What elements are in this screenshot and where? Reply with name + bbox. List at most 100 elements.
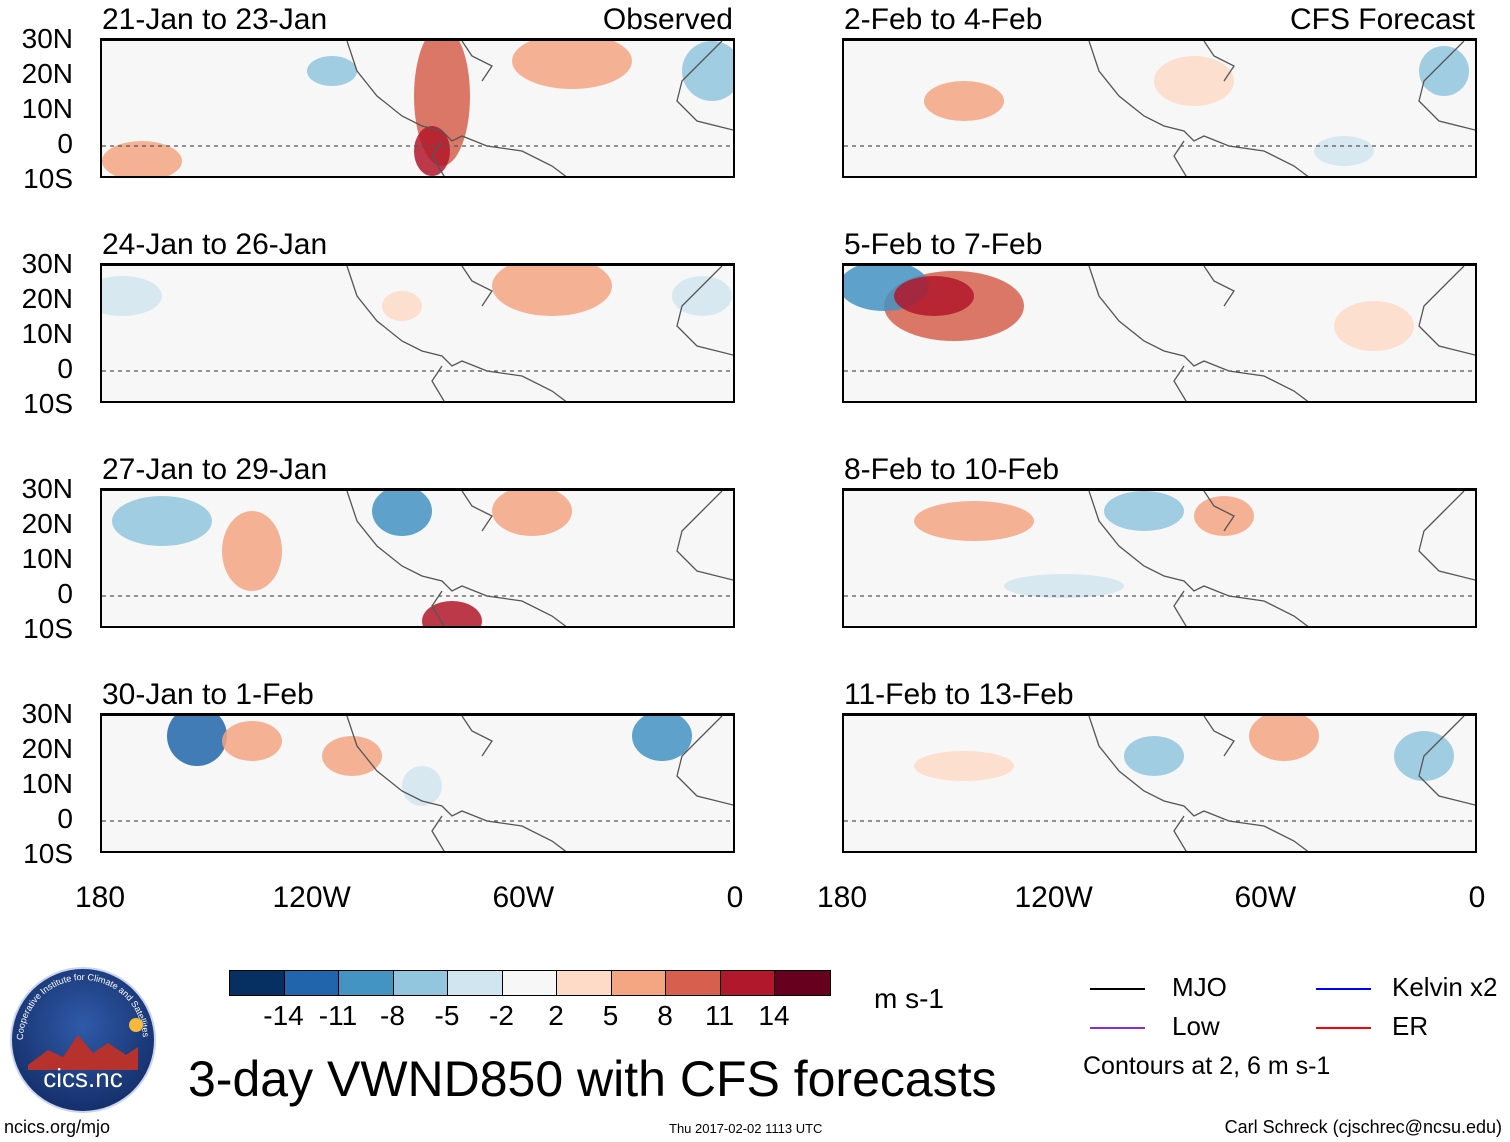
colorbar-label: -5 [434, 1000, 460, 1031]
lat-label: 10S [23, 388, 73, 419]
field-shading [1004, 574, 1124, 598]
field-shading [1194, 496, 1254, 536]
map-panel [100, 263, 735, 403]
field-shading [414, 126, 450, 176]
lat-label: 10N [21, 93, 73, 124]
field-shading [632, 716, 692, 761]
field-shading [222, 511, 282, 591]
panel-title: 11-Feb to 13-Feb [844, 678, 1074, 711]
coastline [346, 266, 733, 401]
panel-source: Observed [602, 3, 733, 36]
colorbar-swatch [284, 971, 339, 995]
lon-label: 180 [816, 881, 868, 914]
colorbar-swatch [557, 971, 612, 995]
legend-label-mjo: MJO [1172, 972, 1227, 1002]
field-shading [894, 276, 974, 316]
colorbar-label: -2 [489, 1000, 514, 1031]
colorbar-label: -14 [263, 1000, 304, 1031]
field-shading [1334, 301, 1414, 351]
colorbar-units: m s-1 [874, 983, 944, 1014]
field-shading [112, 496, 212, 546]
legend-line-kelvin [1316, 988, 1371, 990]
coastline [346, 41, 733, 176]
colorbar-swatch [393, 971, 448, 995]
lat-label: 0 [57, 803, 73, 834]
field-shading [422, 601, 482, 626]
field-shading [102, 276, 162, 316]
legend-line-low [1090, 1027, 1145, 1029]
lat-label: 0 [57, 578, 73, 609]
field-shading [102, 141, 182, 176]
field-shading [924, 81, 1004, 121]
lon-label: 60W [1234, 881, 1297, 914]
colorbar-label: 2 [548, 1000, 564, 1031]
lon-label: 60W [492, 881, 555, 914]
colorbar-swatch [666, 971, 721, 995]
lat-label: 20N [21, 283, 73, 314]
field-shading [492, 491, 572, 536]
coastline [346, 716, 733, 851]
lat-label: 0 [57, 128, 73, 159]
coastline [346, 491, 733, 626]
panel-title: 24-Jan to 26-Jan [102, 228, 328, 261]
lon-label: 120W [1014, 881, 1093, 914]
field-shading [382, 291, 422, 321]
colorbar-swatch [502, 971, 557, 995]
map-panel [842, 38, 1477, 178]
field-shading [1104, 491, 1184, 531]
lat-label: 20N [21, 508, 73, 539]
colorbar-label: 11 [704, 1000, 735, 1031]
map-panel [842, 488, 1477, 628]
colorbar-label: 8 [657, 1000, 673, 1031]
field-shading [672, 276, 732, 316]
panel-title: 8-Feb to 10-Feb [844, 453, 1060, 486]
panel-title: 21-Jan to 23-Jan [102, 3, 328, 36]
panel-title: 5-Feb to 7-Feb [844, 228, 1043, 261]
coastline [1088, 266, 1475, 401]
lat-label: 0 [57, 353, 73, 384]
map-panel [100, 38, 735, 178]
lat-label: 20N [21, 58, 73, 89]
cics-logo: Cooperative Institute for Climate and Sa… [10, 967, 156, 1113]
lat-label: 20N [21, 733, 73, 764]
lat-label: 10N [21, 543, 73, 574]
field-shading [914, 751, 1014, 781]
field-shading [402, 766, 442, 806]
legend-label-kelvin: Kelvin x2 [1392, 972, 1498, 1002]
colorbar-label: -11 [318, 1000, 358, 1031]
field-shading [1124, 736, 1184, 776]
figure-title: 3-day VWND850 with CFS forecasts [188, 1051, 997, 1107]
field-shading [682, 41, 733, 101]
lat-label: 10S [23, 838, 73, 869]
colorbar-swatch [775, 971, 830, 995]
field-shading [307, 56, 357, 86]
lat-label: 30N [21, 23, 73, 54]
map-panel [100, 713, 735, 853]
field-shading [322, 736, 382, 776]
map-panel [842, 713, 1477, 853]
colorbar-swatch [448, 971, 503, 995]
footer-timestamp: Thu 2017-02-02 1113 UTC [669, 1121, 823, 1136]
colorbar-label: 14 [758, 1000, 790, 1031]
svg-text:cics.nc: cics.nc [43, 1063, 122, 1093]
field-shading [1314, 136, 1374, 166]
footer-url[interactable]: ncics.org/mjo [4, 1117, 111, 1137]
colorbar-swatch [611, 971, 666, 995]
map-panel [100, 488, 735, 628]
field-shading [1249, 716, 1319, 761]
legend-label-low: Low [1172, 1011, 1220, 1041]
lon-label: 120W [272, 881, 351, 914]
coastline [1088, 491, 1475, 626]
legend-line-er [1316, 1027, 1371, 1029]
panel-title: 2-Feb to 4-Feb [844, 3, 1043, 36]
field-shading [1154, 56, 1234, 106]
map-panel [842, 263, 1477, 403]
colorbar-swatch [720, 971, 775, 995]
lon-label: 0 [1468, 881, 1486, 914]
lon-label: 180 [74, 881, 126, 914]
lat-label: 10S [23, 613, 73, 644]
field-shading [167, 716, 227, 766]
colorbar-label: 5 [602, 1000, 619, 1031]
field-shading [492, 266, 612, 316]
legend-line-mjo [1090, 988, 1145, 990]
